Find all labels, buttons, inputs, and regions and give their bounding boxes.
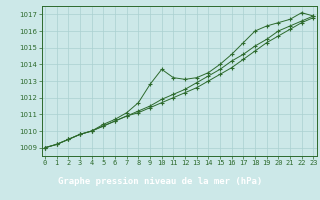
Text: Graphe pression niveau de la mer (hPa): Graphe pression niveau de la mer (hPa) (58, 178, 262, 186)
